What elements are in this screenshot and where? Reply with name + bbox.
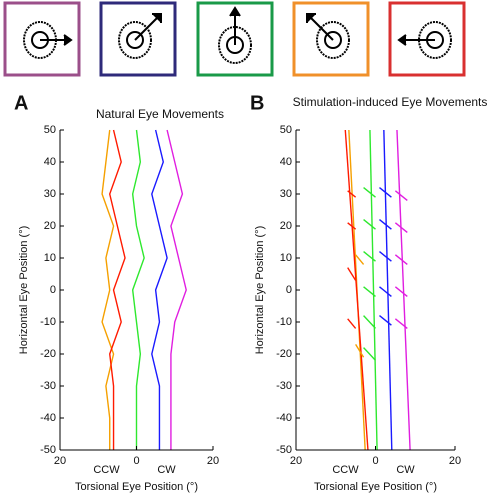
trace xyxy=(363,315,377,329)
trace xyxy=(347,267,357,281)
y-tick-label: 50 xyxy=(280,124,292,136)
icon-box xyxy=(388,1,466,77)
y-tick-label: 30 xyxy=(44,188,56,200)
trace xyxy=(379,219,392,230)
trace xyxy=(347,318,357,329)
y-tick-label: -10 xyxy=(40,316,56,328)
x-tick-label: 20 xyxy=(449,455,461,467)
y-tick-label: 40 xyxy=(44,156,56,168)
icon-box xyxy=(196,1,274,77)
trace xyxy=(379,251,392,262)
x-tick-label: 0 xyxy=(372,455,378,467)
monkey-icon xyxy=(218,6,252,64)
direction-label: CW xyxy=(157,464,176,476)
monkey-icon xyxy=(118,13,162,59)
trace xyxy=(347,222,357,230)
icon-box xyxy=(292,1,370,77)
y-tick-label: -20 xyxy=(276,348,292,360)
trace xyxy=(394,190,408,201)
icon-row xyxy=(3,1,466,77)
y-tick-label: -40 xyxy=(40,412,56,424)
y-tick-label: 20 xyxy=(280,220,292,232)
trace xyxy=(151,129,168,450)
x-axis-label: Torsional Eye Position (°) xyxy=(314,481,437,493)
y-tick-label: 20 xyxy=(44,220,56,232)
x-tick-label: 20 xyxy=(290,455,302,467)
trace xyxy=(383,129,393,451)
y-tick-label: -20 xyxy=(40,348,56,360)
trace xyxy=(369,129,378,451)
y-axis-label: Horizontal Eye Position (°) xyxy=(18,226,30,355)
trace xyxy=(379,315,392,326)
panel-label: B xyxy=(250,92,264,114)
trace xyxy=(355,344,365,358)
trace xyxy=(355,254,365,265)
trace xyxy=(363,219,376,230)
direction-label: CCW xyxy=(332,464,359,476)
y-tick-label: -50 xyxy=(276,444,292,456)
icon-box xyxy=(99,1,177,77)
y-tick-label: -10 xyxy=(276,316,292,328)
monkey-icon xyxy=(397,21,452,59)
trace xyxy=(394,222,408,233)
monkey-icon xyxy=(306,13,350,59)
chart-title: Stimulation-induced Eye Movements xyxy=(293,95,488,109)
trace xyxy=(363,251,376,262)
icon-box xyxy=(3,1,81,77)
trace xyxy=(363,286,376,297)
trace xyxy=(379,286,392,297)
icons xyxy=(23,6,452,64)
x-axis-label: Torsional Eye Position (°) xyxy=(75,481,198,493)
trace xyxy=(101,129,115,450)
y-tick-label: -40 xyxy=(276,412,292,424)
chart-title: Natural Eye Movements xyxy=(96,107,224,121)
y-tick-label: -50 xyxy=(40,444,56,456)
trace xyxy=(108,129,126,450)
panel-label: A xyxy=(14,92,28,114)
y-tick-label: 50 xyxy=(44,124,56,136)
trace xyxy=(131,129,145,450)
trace xyxy=(394,318,408,329)
trace xyxy=(396,129,411,451)
trace xyxy=(347,190,357,198)
trace xyxy=(363,347,377,361)
y-tick-label: -30 xyxy=(40,380,56,392)
y-tick-label: 10 xyxy=(44,252,56,264)
trace xyxy=(394,286,408,297)
x-tick-label: 20 xyxy=(207,455,219,467)
x-tick-label: 0 xyxy=(133,455,139,467)
y-tick-label: 30 xyxy=(280,188,292,200)
y-tick-label: 40 xyxy=(280,156,292,168)
y-axis-label: Horizontal Eye Position (°) xyxy=(254,226,266,355)
monkey-icon xyxy=(23,21,73,59)
trace xyxy=(166,129,187,450)
trace xyxy=(379,187,392,198)
trace xyxy=(344,129,369,451)
direction-label: CCW xyxy=(93,464,120,476)
y-tick-label: 0 xyxy=(286,284,292,296)
y-tick-label: 0 xyxy=(50,284,56,296)
trace xyxy=(363,187,376,198)
x-tick-label: 20 xyxy=(54,455,66,467)
direction-label: CW xyxy=(396,464,415,476)
y-tick-label: -30 xyxy=(276,380,292,392)
trace xyxy=(394,254,408,265)
y-tick-label: 10 xyxy=(280,252,292,264)
